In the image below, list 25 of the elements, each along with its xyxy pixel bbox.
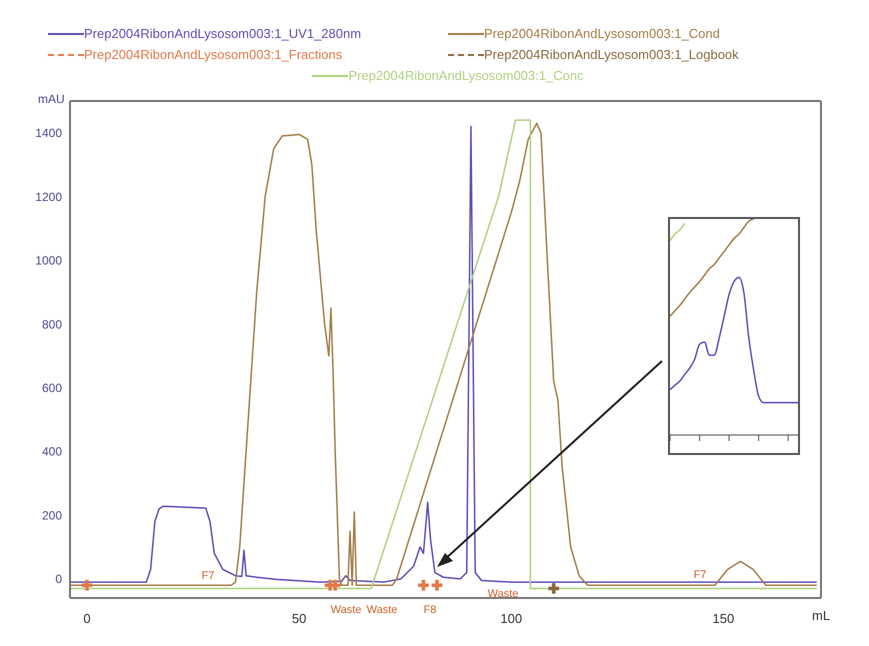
y-tick-label: 200 <box>42 508 62 522</box>
x-tick-label: 50 <box>292 611 306 626</box>
y-tick-label: 1000 <box>35 254 62 268</box>
y-tick-label: 1200 <box>35 190 62 204</box>
y-tick-label: 600 <box>42 380 62 395</box>
y-axis-title: mAU <box>38 92 65 106</box>
annotation: Waste <box>488 588 518 600</box>
legend-label: Prep2004RibonAndLysosom003:1_Conc <box>348 68 584 83</box>
annotation: F7 <box>202 570 214 582</box>
annotation: F7 <box>694 569 706 581</box>
text: Waste <box>330 604 362 616</box>
x-tick-label: 150 <box>712 611 734 626</box>
text: F8 <box>424 604 436 616</box>
x-axis-title: mL <box>812 608 830 623</box>
legend-label: Prep2004RibonAndLysosom003:1_Fractions <box>84 47 342 62</box>
y-tick-label: 400 <box>42 444 62 459</box>
x-tick-label: 100 <box>500 611 522 626</box>
y-tick-label: 800 <box>42 317 62 332</box>
text: Waste <box>366 604 398 616</box>
y-tick-label: 1400 <box>35 126 62 140</box>
y-tick-label: 0 <box>55 572 62 586</box>
x-tick-label: 0 <box>83 611 91 626</box>
legend-label: Prep2004RibonAndLysosom003:1_Logbook <box>484 47 739 62</box>
legend-label: Prep2004RibonAndLysosom003:1_Cond <box>484 26 720 41</box>
legend-label: Prep2004RibonAndLysosom003:1_UV1_280nm <box>84 26 362 41</box>
